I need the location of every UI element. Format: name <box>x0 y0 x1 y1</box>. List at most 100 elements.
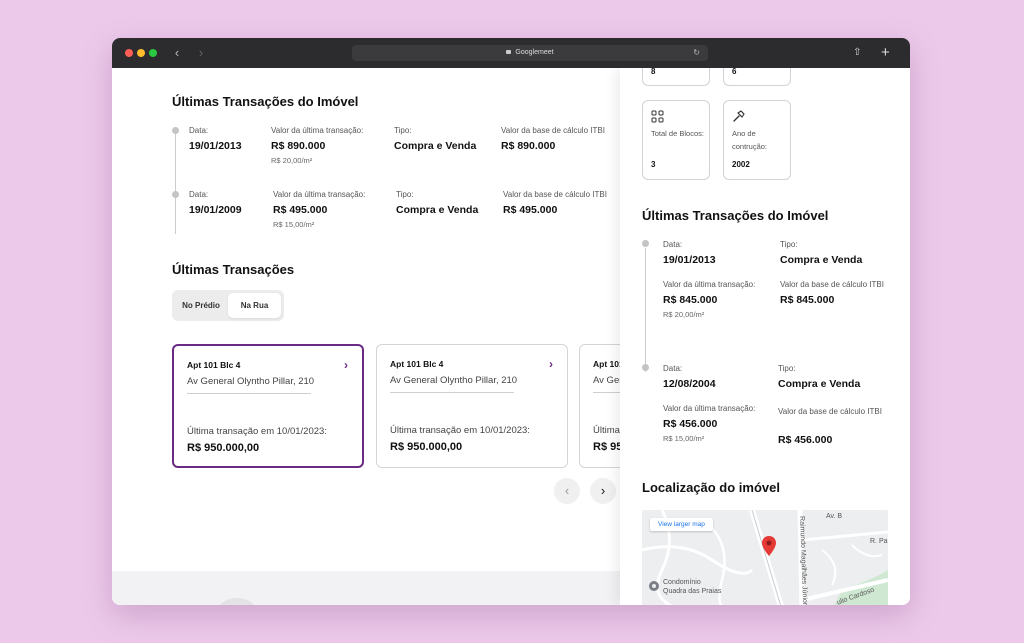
card-price: R$ 950.000,00 <box>187 442 260 454</box>
tx-itbi-label: Valor da base de cálculo ITBI <box>778 407 882 416</box>
footer-section <box>112 571 620 605</box>
tx-date-label: Data: <box>189 190 209 199</box>
share-icon[interactable]: ⇧ <box>853 47 862 58</box>
card-divider <box>390 392 514 393</box>
transaction-card[interactable]: Apt 101 Blc 4 Av General Olyntho Pillar,… <box>376 344 568 468</box>
carousel-next-button[interactable]: › <box>590 478 616 504</box>
tx-itbi-value: R$ 845.000 <box>780 294 835 306</box>
info-card: 6 <box>723 68 791 86</box>
timeline-line <box>645 248 646 372</box>
info-card: 8 <box>642 68 710 86</box>
detail-panel: 8 6 Total de Blocos: 3 <box>620 68 910 605</box>
address-bar[interactable]: Googlemeet ↻ <box>352 45 708 61</box>
timeline-dot <box>172 191 179 198</box>
tx-per-m2: R$ 15,00/m² <box>273 220 315 229</box>
map-place-label: Condomínio <box>663 579 701 586</box>
tx-per-m2: R$ 15,00/m² <box>663 434 705 443</box>
map-street-label: Av. B <box>826 513 843 520</box>
card-address: Av General Olyntho Pillar, 210 <box>187 376 315 387</box>
new-tab-icon[interactable]: + <box>881 44 890 61</box>
info-card-value: 8 <box>651 68 656 76</box>
tx-per-m2: R$ 20,00/m² <box>271 156 313 165</box>
view-larger-map-link[interactable]: View larger map <box>650 518 713 531</box>
hammer-icon <box>733 110 745 122</box>
tx-per-m2: R$ 20,00/m² <box>663 310 705 319</box>
reload-icon[interactable]: ↻ <box>693 48 700 57</box>
tx-type: Compra e Venda <box>396 204 479 216</box>
tx-date: 19/01/2009 <box>189 204 242 216</box>
property-transactions-title: Últimas Transações do Imóvel <box>172 94 359 109</box>
transaction-card[interactable]: Apt 101 Blc 4 Av General Olyntho Pillar,… <box>172 344 364 468</box>
tx-type-label: Tipo: <box>780 240 798 249</box>
chevron-right-icon[interactable]: › <box>549 357 553 371</box>
tx-itbi-label: Valor da base de cálculo ITBI <box>501 126 605 135</box>
card-last-transaction: Última transação em 10/01/2023: <box>390 425 530 436</box>
tx-last-value: R$ 495.000 <box>273 204 328 216</box>
tx-type-label: Tipo: <box>778 364 796 373</box>
tx-date: 19/01/2013 <box>663 254 716 266</box>
location-filter-tabs: No Prédio Na Rua <box>172 290 284 321</box>
card-address: Av General Olyntho Pillar, 210 <box>390 375 518 386</box>
info-card-value: 3 <box>651 160 656 169</box>
card-last-transaction: Última transação em 10/01/2023: <box>187 426 327 437</box>
tx-last-label: Valor da última transação: <box>273 190 366 199</box>
tx-last-value: R$ 890.000 <box>271 140 326 152</box>
minimize-window-icon[interactable] <box>137 49 145 57</box>
location-title: Localização do imóvel <box>642 480 780 495</box>
recent-transactions-title: Últimas Transações <box>172 262 295 277</box>
tx-date: 12/08/2004 <box>663 378 716 390</box>
tx-last-label: Valor da última transação: <box>663 280 756 289</box>
tx-last-label: Valor da última transação: <box>663 404 756 413</box>
timeline-dot <box>642 240 649 247</box>
tab-no-predio[interactable]: No Prédio <box>182 301 220 310</box>
back-icon[interactable]: ‹ <box>174 45 180 60</box>
info-card-value: 2002 <box>732 160 750 169</box>
tx-type: Compra e Venda <box>394 140 477 152</box>
tx-last-label: Valor da última transação: <box>271 126 364 135</box>
map-place-label: Quadra das Praias <box>663 588 722 595</box>
tab-na-rua[interactable]: Na Rua <box>228 293 281 318</box>
info-card-value: 6 <box>732 68 737 76</box>
tx-type: Compra e Venda <box>778 378 861 390</box>
info-card-blocks: Total de Blocos: 3 <box>642 100 710 180</box>
url-text: Googlemeet <box>515 49 554 56</box>
card-title: Apt 101 Blc 4 <box>390 359 444 369</box>
page-content: Últimas Transações do Imóvel Data: 19/01… <box>112 68 910 605</box>
carousel-prev-button[interactable]: ‹ <box>554 478 580 504</box>
timeline-dot <box>172 127 179 134</box>
tx-itbi-value: R$ 890.000 <box>501 140 556 152</box>
chevron-right-icon[interactable]: › <box>344 358 348 372</box>
info-card-label: Ano de contrução: <box>732 129 768 151</box>
tx-type: Compra e Venda <box>780 254 863 266</box>
card-title: Apt 101 Blc 4 <box>593 359 646 369</box>
tx-date: 19/01/2013 <box>189 140 242 152</box>
tx-last-value: R$ 456.000 <box>663 418 718 430</box>
place-marker-icon <box>649 581 659 591</box>
card-price: R$ 950.000,00 <box>390 441 463 453</box>
lock-icon <box>506 50 512 54</box>
close-window-icon[interactable] <box>125 49 133 57</box>
timeline-line <box>175 132 176 234</box>
footer-avatar <box>212 598 262 605</box>
tx-type-label: Tipo: <box>396 190 414 199</box>
maximize-window-icon[interactable] <box>149 49 157 57</box>
info-card-label: Total de Blocos: <box>651 129 704 138</box>
card-title: Apt 101 Blc 4 <box>187 360 241 370</box>
forward-icon[interactable]: › <box>198 45 204 60</box>
tx-date-label: Data: <box>663 364 683 373</box>
map-pin-icon <box>762 536 776 556</box>
tx-type-label: Tipo: <box>394 126 412 135</box>
grid-icon <box>651 110 664 123</box>
location-map[interactable]: View larger map Condomínio Quadra das Pr… <box>642 510 888 605</box>
info-card-build-year: Ano de contrução: 2002 <box>723 100 791 180</box>
tx-date-label: Data: <box>663 240 683 249</box>
map-street-label: R. Pa <box>870 538 888 545</box>
tx-itbi-value: R$ 456.000 <box>778 434 833 446</box>
browser-window: ‹ › Googlemeet ↻ ⇧ + Últimas Transações … <box>112 38 910 605</box>
timeline-dot <box>642 364 649 371</box>
tx-last-value: R$ 845.000 <box>663 294 718 306</box>
tx-date-label: Data: <box>189 126 209 135</box>
panel-transactions-title: Últimas Transações do Imóvel <box>642 208 829 223</box>
tx-itbi-label: Valor da base de cálculo ITBI <box>780 280 884 289</box>
tx-itbi-label: Valor da base de cálculo ITBI <box>503 190 607 199</box>
